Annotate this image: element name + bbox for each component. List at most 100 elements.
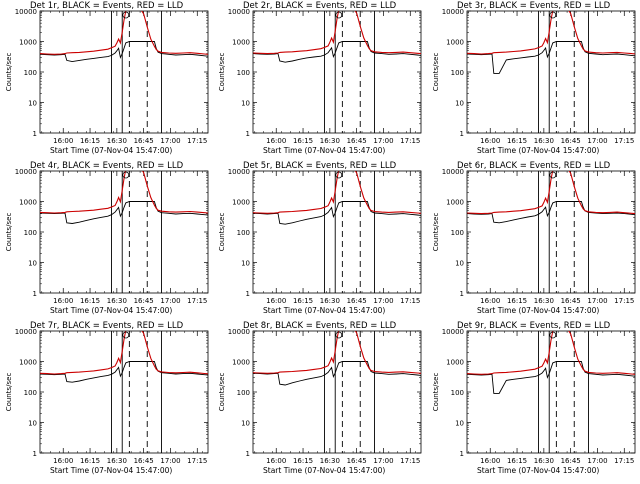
y-tick-label: 1 — [460, 450, 464, 458]
panel-title: Det 1r, BLACK = Events, RED = LLD — [30, 1, 184, 11]
x-tick-label: 16:15 — [80, 137, 100, 145]
y-tick-label: 1 — [33, 290, 37, 298]
x-tick-label: 16:30 — [534, 297, 554, 305]
x-tick-label: 16:30 — [107, 297, 127, 305]
x-tick-label: 17:15 — [187, 137, 207, 145]
panel-det-3r: Det 3r, BLACK = Events, RED = LLD 1 10 100 1… — [432, 1, 636, 155]
x-tick-label: 16:30 — [320, 457, 340, 465]
x-tick-label: 16:00 — [480, 457, 500, 465]
panel-title: Det 6r, BLACK = Events, RED = LLD — [457, 161, 611, 171]
panel-title: Det 5r, BLACK = Events, RED = LLD — [243, 161, 397, 171]
y-tick-label: 10 — [241, 260, 250, 268]
peak-circle-marker — [549, 11, 557, 19]
y-tick-label: 10 — [455, 420, 464, 428]
peak-circle-marker — [122, 11, 130, 19]
x-tick-label: 17:00 — [160, 137, 180, 145]
x-tick-label: 16:45 — [134, 457, 154, 465]
x-tick-label: 16:45 — [347, 457, 367, 465]
x-tick-label: 16:30 — [320, 297, 340, 305]
events-series-line — [467, 41, 635, 74]
y-tick-label: 1 — [246, 130, 250, 138]
x-tick-label: 16:45 — [561, 297, 581, 305]
y-tick-label: 100 — [237, 69, 250, 77]
y-tick-label: 1000 — [446, 359, 464, 367]
x-tick-label: 16:30 — [107, 137, 127, 145]
y-tick-label: 100 — [24, 229, 37, 237]
peak-circle-marker — [335, 331, 343, 339]
x-tick-label: 16:00 — [266, 297, 286, 305]
lld-series-line — [40, 331, 208, 375]
x-tick-label: 16:00 — [266, 457, 286, 465]
y-tick-label: 1000 — [19, 359, 37, 367]
x-tick-label: 17:00 — [373, 297, 393, 305]
panel-det-8r: Det 8r, BLACK = Events, RED = LLD 1 10 100 1… — [218, 321, 422, 475]
y-axis-label: Counts/sec — [5, 53, 13, 92]
x-tick-label: 17:15 — [187, 457, 207, 465]
events-series-line — [253, 41, 421, 63]
plot-frame — [466, 330, 636, 454]
x-tick-label: 17:15 — [614, 137, 634, 145]
plot-frame — [39, 10, 209, 134]
x-tick-label: 17:15 — [187, 297, 207, 305]
x-tick-label: 17:00 — [373, 457, 393, 465]
panel-det-6r: Det 6r, BLACK = Events, RED = LLD 1 10 100 1… — [432, 161, 636, 315]
plot-frame — [466, 10, 636, 134]
x-tick-label: 17:15 — [400, 297, 420, 305]
y-tick-label: 10000 — [442, 168, 464, 176]
y-tick-label: 10 — [455, 260, 464, 268]
x-tick-label: 17:15 — [614, 457, 634, 465]
events-series-line — [467, 361, 635, 394]
plot-frame — [252, 170, 422, 294]
panel-data — [253, 11, 421, 133]
panel-det-5r: Det 5r, BLACK = Events, RED = LLD 1 10 100 1… — [218, 161, 422, 315]
events-series-line — [40, 361, 208, 383]
panel-det-9r: Det 9r, BLACK = Events, RED = LLD 1 10 100 1… — [432, 321, 636, 475]
x-tick-label: 16:45 — [561, 457, 581, 465]
x-tick-label: 16:45 — [134, 137, 154, 145]
x-tick-label: 17:00 — [373, 137, 393, 145]
y-tick-label: 100 — [451, 229, 464, 237]
events-series-line — [253, 361, 421, 386]
peak-circle-marker — [549, 171, 557, 179]
y-tick-label: 10000 — [442, 8, 464, 16]
y-tick-label: 100 — [237, 389, 250, 397]
y-tick-label: 100 — [451, 69, 464, 77]
y-axis-label: Counts/sec — [432, 53, 440, 92]
lld-series-line — [40, 11, 208, 55]
x-axis-label: Start Time (07-Nov-04 15:47:00) — [50, 466, 172, 475]
x-tick-label: 16:00 — [480, 137, 500, 145]
x-tick-label: 17:00 — [160, 457, 180, 465]
y-tick-label: 1 — [246, 450, 250, 458]
x-axis-label: Start Time (07-Nov-04 15:47:00) — [477, 306, 599, 315]
y-tick-label: 1000 — [19, 199, 37, 207]
x-axis-label: Start Time (07-Nov-04 15:47:00) — [263, 466, 385, 475]
plot-frame — [39, 170, 209, 294]
y-tick-label: 10 — [241, 420, 250, 428]
x-tick-label: 16:30 — [534, 457, 554, 465]
plot-frame — [39, 330, 209, 454]
y-tick-label: 1 — [33, 130, 37, 138]
y-tick-label: 10000 — [228, 168, 250, 176]
y-tick-label: 1000 — [232, 359, 250, 367]
plot-frame — [466, 170, 636, 294]
x-axis-label: Start Time (07-Nov-04 15:47:00) — [263, 146, 385, 155]
panel-det-2r: Det 2r, BLACK = Events, RED = LLD 1 10 100 1… — [218, 1, 422, 155]
x-tick-label: 16:30 — [107, 457, 127, 465]
x-tick-label: 16:15 — [293, 457, 313, 465]
events-series-line — [467, 201, 635, 224]
x-tick-label: 16:45 — [347, 297, 367, 305]
events-series-line — [40, 41, 208, 63]
x-tick-label: 17:00 — [587, 457, 607, 465]
x-tick-label: 16:15 — [80, 297, 100, 305]
y-axis-label: Counts/sec — [218, 213, 226, 252]
y-tick-label: 10 — [28, 100, 37, 108]
events-series-line — [40, 201, 208, 224]
x-tick-label: 16:15 — [507, 297, 527, 305]
panel-data — [467, 171, 635, 293]
y-tick-label: 1 — [460, 290, 464, 298]
lld-series-line — [253, 331, 421, 374]
y-axis-label: Counts/sec — [218, 373, 226, 412]
x-axis-label: Start Time (07-Nov-04 15:47:00) — [50, 306, 172, 315]
peak-circle-marker — [122, 331, 130, 339]
